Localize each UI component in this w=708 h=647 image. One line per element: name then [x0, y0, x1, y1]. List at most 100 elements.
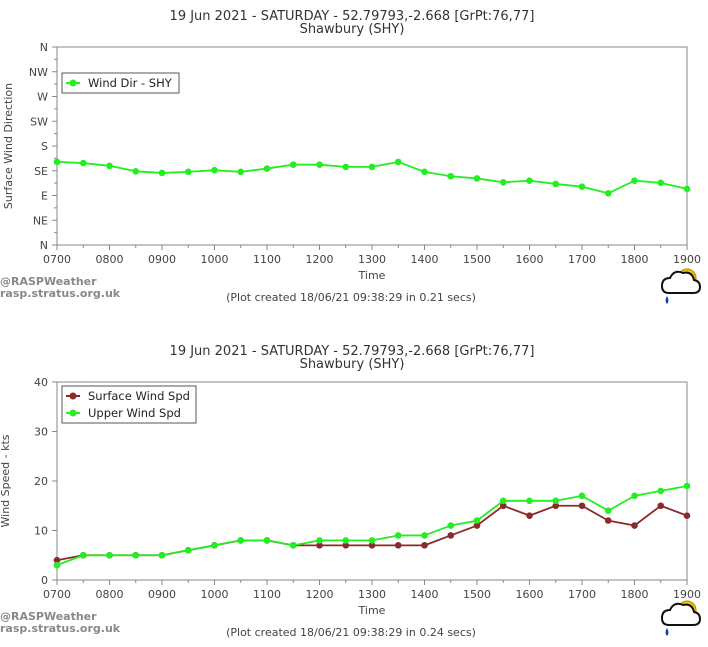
data-point — [53, 561, 61, 569]
data-point — [132, 551, 140, 559]
x-tick-label: 1600 — [516, 588, 544, 601]
x-tick-label: 0800 — [96, 253, 124, 266]
data-point — [473, 175, 481, 182]
data-point — [499, 179, 507, 186]
x-axis-label: Time — [358, 269, 386, 282]
legend-entry-upper-wind-spd: Upper Wind Spd — [88, 406, 181, 420]
data-point — [316, 161, 323, 168]
legend-entry-surface-wind-spd: Surface Wind Spd — [88, 389, 190, 403]
credit-line-2: rasp.stratus.org.uk — [0, 287, 121, 300]
x-tick-label: 1800 — [621, 588, 649, 601]
data-point — [421, 542, 428, 549]
plot-footnote: (Plot created 18/06/21 09:38:29 in 0.21 … — [226, 291, 476, 304]
data-point — [578, 492, 586, 500]
data-point — [316, 537, 323, 544]
data-point — [158, 169, 166, 177]
x-tick-label: 1000 — [201, 588, 229, 601]
data-point — [79, 551, 87, 559]
x-tick-label: 1100 — [253, 588, 281, 601]
chart-subtitle: Shawbury (SHY) — [300, 22, 405, 37]
data-point — [657, 487, 665, 495]
data-point — [53, 158, 61, 166]
data-point — [552, 502, 560, 510]
data-point — [631, 522, 638, 529]
x-tick-label: 1700 — [568, 588, 596, 601]
data-point — [211, 166, 218, 174]
data-point — [473, 517, 481, 524]
data-point — [578, 502, 586, 510]
data-point — [289, 542, 297, 549]
x-tick-label: 1700 — [568, 253, 596, 266]
data-point — [184, 168, 192, 176]
x-tick-label: 1400 — [411, 253, 439, 266]
x-tick-label: 1500 — [463, 253, 491, 266]
y-tick-label: NE — [33, 214, 48, 227]
data-point — [683, 185, 691, 193]
x-tick-label: 1500 — [463, 588, 491, 601]
chart-subtitle: Shawbury (SHY) — [300, 357, 405, 372]
data-point — [421, 168, 428, 176]
legend: Wind Dir - SHY — [61, 72, 180, 94]
data-point — [604, 507, 612, 514]
data-point — [342, 542, 350, 549]
data-point — [447, 522, 455, 529]
data-point — [683, 482, 691, 490]
legend: Surface Wind Spd Upper Wind Spd — [61, 385, 197, 424]
y-tick-label: SW — [30, 115, 48, 128]
y-axis-ticks: 0 10 20 30 40 — [34, 376, 57, 587]
y-axis-label: Surface Wind Direction — [2, 83, 15, 209]
legend-box — [61, 72, 180, 94]
credit-line-2: rasp.stratus.org.uk — [0, 622, 121, 635]
data-point — [342, 163, 350, 171]
data-point — [604, 190, 612, 197]
x-tick-label: 1000 — [201, 253, 229, 266]
x-tick-label: 1400 — [411, 588, 439, 601]
data-point — [657, 179, 665, 187]
data-point — [394, 532, 402, 539]
data-point — [158, 551, 166, 559]
legend-box — [61, 385, 197, 424]
data-point — [106, 162, 113, 170]
series-layer — [53, 158, 691, 197]
data-point — [263, 537, 271, 544]
data-point — [394, 158, 402, 166]
data-point — [604, 517, 612, 524]
data-point — [473, 522, 481, 529]
y-tick-label: W — [37, 91, 48, 104]
y-tick-label: 10 — [34, 525, 48, 538]
data-point — [499, 497, 507, 505]
wind-direction-chart: 19 Jun 2021 - SATURDAY - 52.79793,-2.668… — [0, 9, 702, 304]
y-tick-label: N — [40, 41, 48, 54]
y-axis-label: Wind Speed - kts — [0, 434, 12, 527]
y-tick-label: S — [41, 140, 48, 153]
y-tick-label: N — [40, 239, 48, 252]
series-layer — [53, 482, 691, 569]
data-point — [499, 502, 507, 510]
data-point — [79, 159, 87, 167]
data-point — [289, 161, 297, 168]
y-tick-label: SE — [34, 165, 48, 178]
data-point — [342, 537, 350, 544]
data-point — [368, 542, 376, 549]
x-tick-label: 0700 — [43, 253, 71, 266]
data-point — [421, 532, 428, 539]
x-tick-label: 1300 — [358, 588, 386, 601]
legend-swatch-marker — [69, 409, 77, 417]
credit-line-1: @RASPWeather — [0, 610, 97, 623]
x-tick-label: 0800 — [96, 588, 124, 601]
x-tick-label: 1100 — [253, 253, 281, 266]
data-point — [237, 537, 245, 544]
data-point — [683, 512, 691, 519]
credit-line-1: @RASPWeather — [0, 275, 97, 288]
y-tick-label: 20 — [34, 475, 48, 488]
legend-entry-wind-dir: Wind Dir - SHY — [88, 76, 173, 90]
data-point — [394, 542, 402, 549]
data-point — [53, 556, 61, 564]
x-tick-label: 0900 — [148, 253, 176, 266]
data-point — [132, 168, 140, 175]
data-point — [447, 172, 455, 180]
chart-title: 19 Jun 2021 - SATURDAY - 52.79793,-2.668… — [170, 344, 535, 359]
data-point — [657, 502, 665, 510]
y-tick-label: E — [41, 190, 48, 203]
